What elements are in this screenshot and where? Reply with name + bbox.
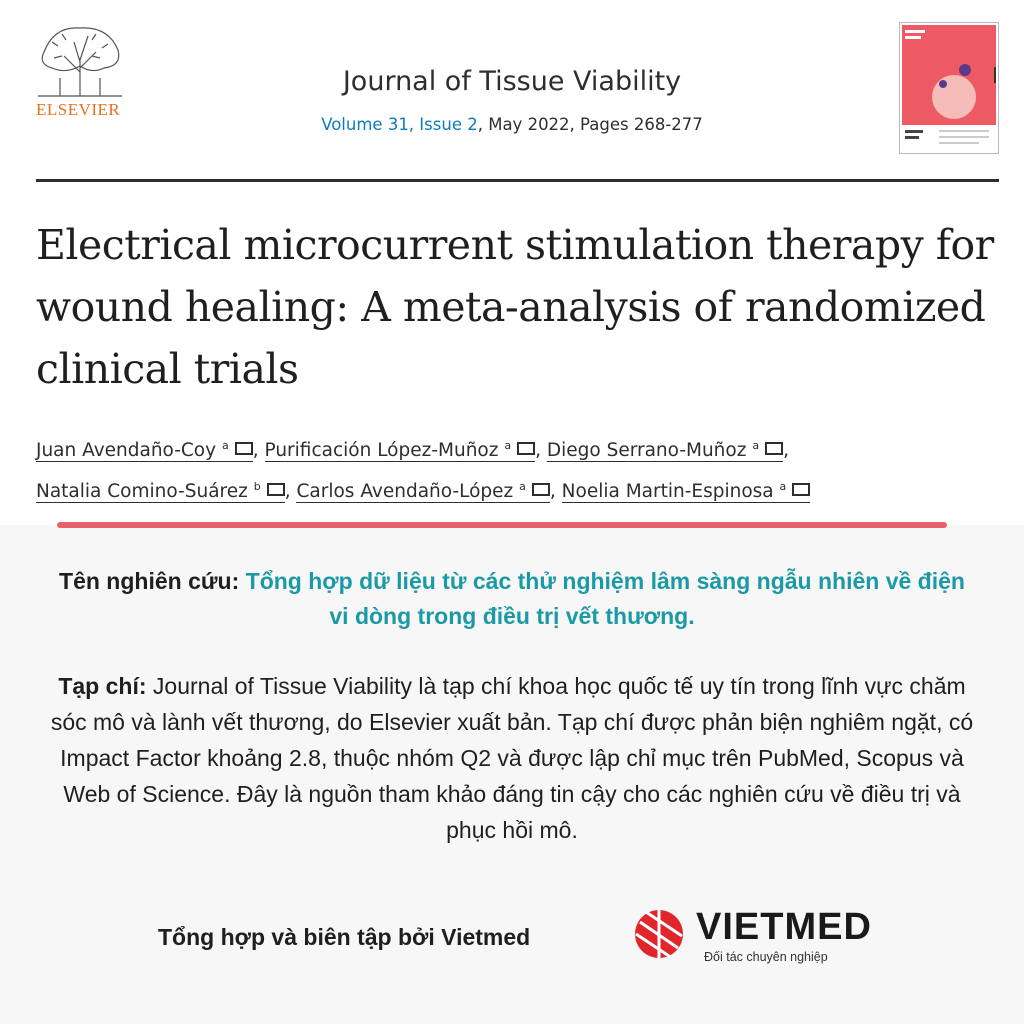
author-name: Carlos Avendaño-López <box>296 481 514 503</box>
author[interactable]: Diego Serrano-Muñoz a <box>546 439 784 463</box>
email-icon[interactable] <box>792 483 811 497</box>
study-label: Tên nghiên cứu: <box>59 568 240 594</box>
author[interactable]: Natalia Comino-Suárez b <box>36 480 285 504</box>
author-separator: , <box>549 481 556 503</box>
author-name: Diego Serrano-Muñoz <box>546 440 747 462</box>
brand: VIETMED <box>696 906 872 948</box>
email-icon[interactable] <box>517 442 536 456</box>
summary-panel <box>0 525 1024 1024</box>
author[interactable]: Juan Avendaño-Coy a <box>36 439 253 463</box>
author-list: Juan Avendaño-Coy a, Purificación López-… <box>36 428 986 510</box>
journal-label: Tạp chí: <box>58 673 147 699</box>
author-name: Natalia Comino-Suárez <box>36 481 248 503</box>
author[interactable]: Carlos Avendaño-López a <box>296 480 550 504</box>
vietmed-icon <box>635 910 683 960</box>
article-title: Electrical microcurrent stimulation ther… <box>36 221 994 393</box>
author-separator: , <box>252 440 259 462</box>
issue-info: Volume 31, Issue 2, May 2022, Pages 268-… <box>0 115 1024 134</box>
header-rule <box>36 179 999 182</box>
author[interactable]: Purificación López-Muñoz a <box>264 439 536 463</box>
journal-name: Journal of Tissue Viability <box>342 66 682 97</box>
author-name: Juan Avendaño-Coy <box>36 440 217 462</box>
author[interactable]: Noelia Martin-Espinosa a <box>561 480 811 504</box>
tagline: Đối tác chuyên nghiệp <box>704 950 828 964</box>
credit: Tổng hợp và biên tập bởi Vietmed <box>158 924 531 950</box>
author-affiliation: a <box>519 480 526 494</box>
elsevier-logo <box>38 27 122 97</box>
divider <box>57 522 947 528</box>
journal-cover <box>899 22 999 154</box>
study-text: Tổng hợp dữ liệu từ các thử nghiệm lâm s… <box>245 568 965 629</box>
author-affiliation: a <box>504 439 512 452</box>
email-icon[interactable] <box>234 442 253 456</box>
author-affiliation: a <box>752 439 760 452</box>
email-icon[interactable] <box>266 483 285 497</box>
author-affiliation: a <box>779 480 787 494</box>
author-name: Noelia Martin-Espinosa <box>561 481 774 503</box>
author-affiliation: b <box>253 480 261 494</box>
author-separator: , <box>284 481 291 503</box>
email-icon[interactable] <box>531 483 550 497</box>
journal-text: Journal of Tissue Viability là tạp chí k… <box>50 673 974 843</box>
journal-summary: Tạp chí: Journal of Tissue Viability là … <box>40 668 984 848</box>
issue-link[interactable]: Volume 31, Issue 2 <box>321 115 478 134</box>
study-summary: Tên nghiên cứu: Tổng hợp dữ liệu từ các … <box>50 564 974 634</box>
author-affiliation: a <box>221 439 229 452</box>
email-icon[interactable] <box>765 442 784 456</box>
issue-details: , May 2022, Pages 268-277 <box>477 115 703 134</box>
publisher: ELSEVIER <box>36 100 121 119</box>
author-name: Purificación López-Muñoz <box>264 440 499 462</box>
author-separator: , <box>783 440 789 462</box>
author-separator: , <box>535 440 541 462</box>
